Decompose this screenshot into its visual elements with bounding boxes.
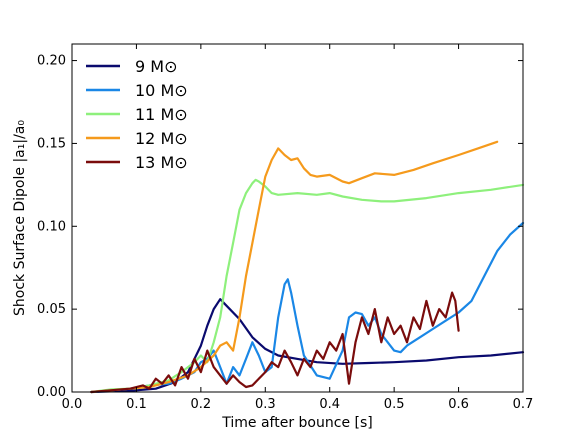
x-tick-label: 0.3: [255, 397, 276, 412]
x-tick-label: 0.7: [513, 397, 534, 412]
x-tick-label: 0.5: [384, 397, 405, 412]
x-tick-label: 0.1: [126, 397, 147, 412]
legend-label: 13 M⊙: [135, 153, 188, 172]
legend-label: 11 M⊙: [135, 105, 188, 124]
legend: 9 M⊙ 10 M⊙ 11 M⊙ 12 M⊙ 13 M⊙: [86, 57, 188, 172]
axis-ticks: 0.0 0.1 0.2 0.3 0.4 0.5 0.6 0.7 0.00 0.05 0.10 0.15…: [37, 44, 533, 412]
series-layer: [90, 140, 525, 394]
legend-label: 9 M⊙: [135, 57, 177, 76]
x-tick-label: 0.2: [191, 397, 212, 412]
series-line-4: [90, 140, 499, 394]
y-tick-label: 0.20: [37, 54, 66, 69]
series-line-2: [90, 221, 525, 394]
x-tick-label: 0.4: [319, 397, 340, 412]
series-line-5: [90, 291, 460, 394]
legend-label: 10 M⊙: [135, 81, 188, 100]
x-axis-label: Time after bounce [s]: [221, 415, 372, 431]
x-tick-label: 0.0: [62, 397, 83, 412]
y-tick-label: 0.00: [37, 385, 66, 400]
plot-area-frame: [71, 43, 524, 393]
x-tick-label: 0.6: [448, 397, 469, 412]
y-tick-label: 0.15: [37, 136, 66, 151]
y-tick-label: 0.10: [37, 219, 66, 234]
y-tick-label: 0.05: [37, 302, 66, 317]
legend-label: 12 M⊙: [135, 129, 188, 148]
y-axis-label: Shock Surface Dipole |a₁|/a₀: [12, 120, 28, 316]
